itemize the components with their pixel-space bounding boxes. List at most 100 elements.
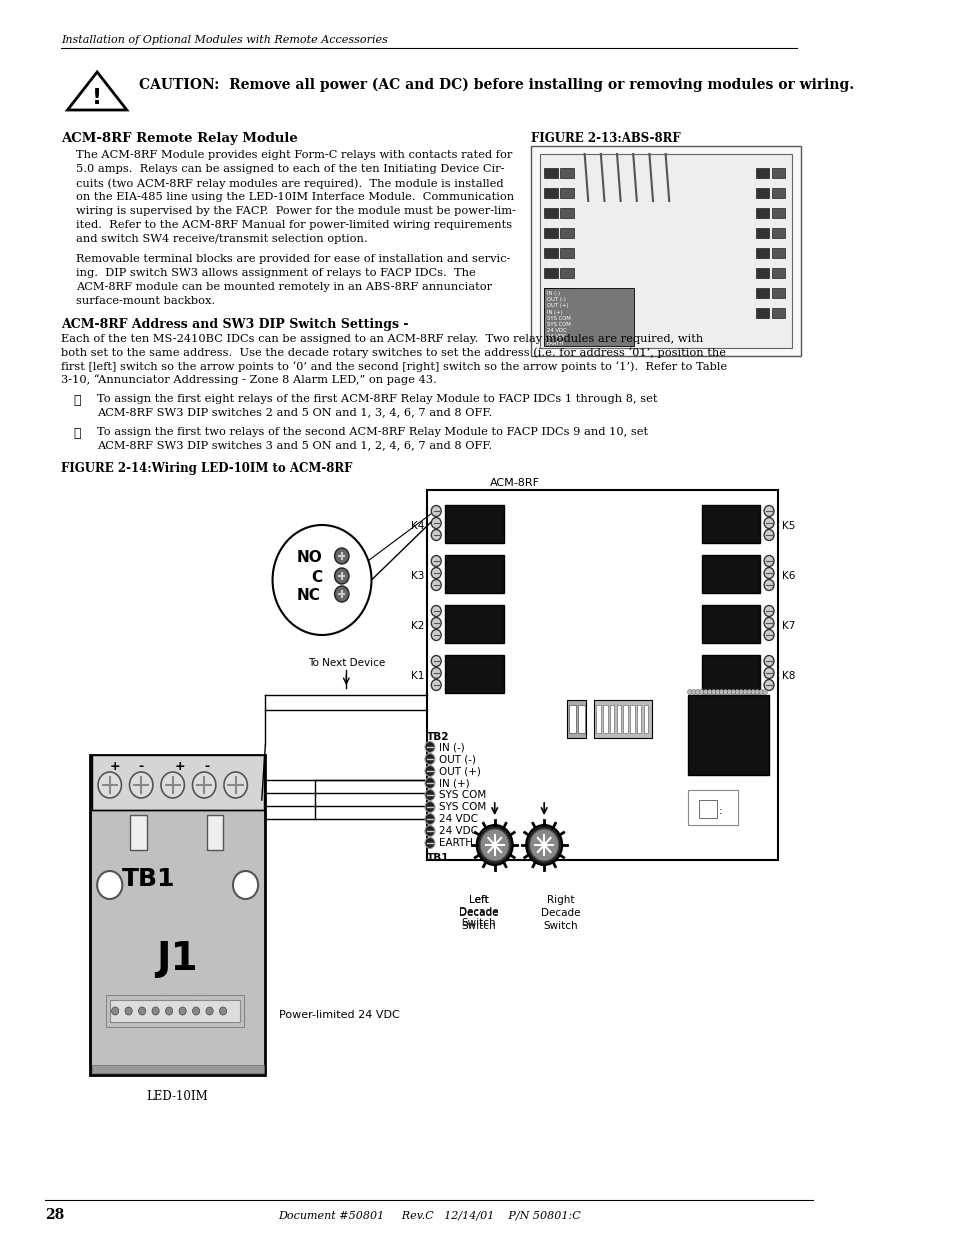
Text: SYS COM: SYS COM	[438, 790, 486, 800]
Text: To assign the first two relays of the second ACM-8RF Relay Module to FACP IDCs 9: To assign the first two relays of the se…	[97, 427, 648, 437]
Bar	[543, 288, 634, 346]
Circle shape	[424, 778, 435, 788]
Circle shape	[746, 689, 751, 694]
Circle shape	[431, 630, 440, 641]
Text: To Next Device: To Next Device	[308, 658, 384, 668]
Text: OUT (-): OUT (-)	[438, 755, 476, 764]
Text: NC: NC	[296, 588, 320, 603]
Circle shape	[722, 689, 727, 694]
Bar	[91, 1065, 263, 1073]
Circle shape	[526, 825, 561, 864]
Circle shape	[763, 556, 773, 567]
Circle shape	[719, 689, 723, 694]
Circle shape	[97, 871, 122, 899]
Polygon shape	[68, 72, 127, 110]
Circle shape	[742, 689, 747, 694]
Text: ACM-8RF module can be mounted remotely in an ABS-8RF annunciator: ACM-8RF module can be mounted remotely i…	[76, 282, 492, 291]
Bar	[771, 168, 784, 178]
Bar	[699, 800, 716, 818]
Circle shape	[219, 1007, 227, 1015]
Text: FIGURE 2-14:Wiring LED-10IM to ACM-8RF: FIGURE 2-14:Wiring LED-10IM to ACM-8RF	[61, 462, 353, 475]
Text: Each of the ten MS-2410BC IDCs can be assigned to an ACM-8RF relay.  Two relay m: Each of the ten MS-2410BC IDCs can be as…	[61, 333, 702, 345]
Circle shape	[431, 605, 440, 616]
Circle shape	[758, 689, 762, 694]
Text: :: :	[718, 806, 721, 816]
Circle shape	[763, 530, 773, 541]
Circle shape	[431, 530, 440, 541]
Bar	[687, 695, 768, 776]
Circle shape	[735, 689, 739, 694]
Bar	[91, 755, 263, 810]
Bar	[771, 248, 784, 258]
Circle shape	[687, 689, 692, 694]
Text: CAUTION:  Remove all power (AC and DC) before installing or removing modules or : CAUTION: Remove all power (AC and DC) be…	[139, 78, 854, 93]
Text: !: !	[92, 88, 102, 107]
Text: SYS COM: SYS COM	[546, 316, 570, 321]
Text: ACM-8RF Remote Relay Module: ACM-8RF Remote Relay Module	[61, 132, 297, 144]
Circle shape	[193, 772, 215, 798]
Bar	[755, 288, 768, 298]
Bar	[110, 1000, 240, 1023]
Circle shape	[763, 656, 773, 667]
Text: IN (-): IN (-)	[438, 742, 464, 752]
Circle shape	[233, 871, 258, 899]
Circle shape	[715, 689, 720, 694]
Bar	[131, 815, 147, 850]
Bar	[559, 228, 574, 238]
Text: 24 VDC: 24 VDC	[546, 335, 566, 340]
Bar	[596, 705, 600, 734]
Circle shape	[763, 679, 773, 690]
Circle shape	[763, 517, 773, 529]
Bar	[687, 790, 737, 825]
Circle shape	[754, 689, 759, 694]
Bar	[569, 705, 575, 734]
Bar	[427, 490, 778, 860]
Bar	[593, 700, 652, 739]
Bar	[700, 505, 760, 543]
Circle shape	[763, 605, 773, 616]
Bar	[445, 605, 503, 643]
Circle shape	[763, 630, 773, 641]
Bar	[539, 154, 791, 348]
Bar	[543, 168, 558, 178]
Text: cuits (two ACM-8RF relay modules are required).  The module is installed: cuits (two ACM-8RF relay modules are req…	[76, 178, 503, 189]
Bar	[755, 268, 768, 278]
Text: K6: K6	[781, 571, 794, 580]
Circle shape	[424, 802, 435, 813]
Circle shape	[431, 656, 440, 667]
Circle shape	[763, 568, 773, 578]
Text: ACM-8RF: ACM-8RF	[490, 478, 539, 488]
Circle shape	[125, 1007, 132, 1015]
Bar	[445, 655, 503, 693]
Text: ing.  DIP switch SW3 allows assignment of relays to FACP IDCs.  The: ing. DIP switch SW3 allows assignment of…	[76, 268, 476, 278]
Text: IN (-): IN (-)	[546, 291, 559, 296]
Text: OUT (+): OUT (+)	[546, 304, 568, 309]
Bar	[755, 248, 768, 258]
Bar	[755, 308, 768, 317]
Text: ✓: ✓	[73, 427, 81, 440]
Text: K1: K1	[411, 671, 424, 680]
Circle shape	[424, 766, 435, 777]
Circle shape	[431, 505, 440, 516]
Circle shape	[431, 667, 440, 678]
Circle shape	[431, 618, 440, 629]
Bar	[771, 308, 784, 317]
Circle shape	[529, 829, 558, 861]
Circle shape	[424, 789, 435, 800]
Circle shape	[707, 689, 711, 694]
Text: +: +	[110, 760, 125, 773]
Circle shape	[711, 689, 715, 694]
Text: Right
Decade
Switch: Right Decade Switch	[540, 895, 579, 931]
Circle shape	[112, 1007, 118, 1015]
Text: 24 VDC: 24 VDC	[438, 826, 477, 836]
Circle shape	[699, 689, 703, 694]
Circle shape	[273, 525, 371, 635]
Circle shape	[152, 1007, 159, 1015]
Bar	[530, 146, 800, 356]
Bar	[771, 288, 784, 298]
Bar	[637, 705, 640, 734]
Bar	[559, 248, 574, 258]
Text: OUT (+): OUT (+)	[438, 766, 480, 776]
Circle shape	[335, 568, 349, 584]
Bar	[755, 228, 768, 238]
